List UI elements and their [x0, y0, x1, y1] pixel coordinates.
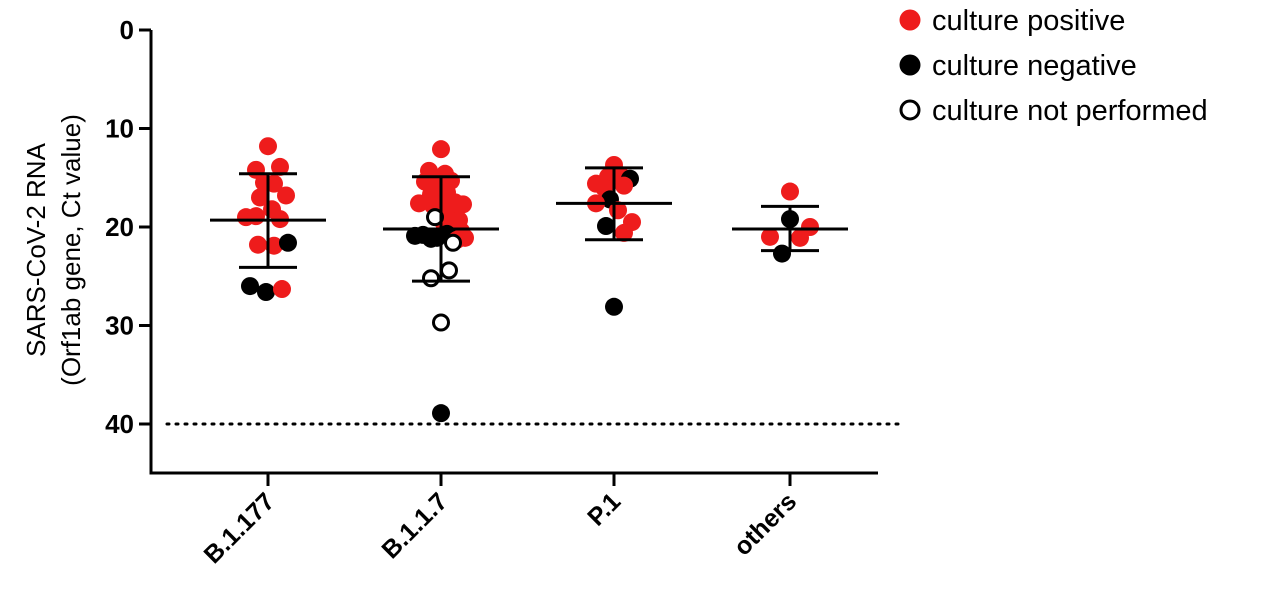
data-point-B.1.1.7-28	[422, 269, 440, 288]
data-point-B.1.177-14	[241, 277, 259, 296]
x-tick-label-B.1.177: B.1.177	[199, 487, 281, 569]
data-point-B.1.177-5	[251, 188, 269, 207]
legend-label-culture_positive: culture positive	[932, 5, 1125, 37]
x-tick-label-others: others	[728, 487, 802, 561]
data-point-others-3	[761, 227, 779, 246]
data-point-P.1-12	[615, 223, 633, 242]
legend-marker-culture_positive	[899, 9, 921, 31]
y-tick-label-40: 40	[105, 409, 134, 439]
y-tick-label-30: 30	[105, 311, 134, 341]
data-point-B.1.177-16	[273, 280, 291, 299]
x-tick-label-B.1.1.7: B.1.1.7	[376, 487, 453, 564]
y-tick-label-0: 0	[120, 15, 134, 45]
data-point-B.1.1.7-8	[410, 194, 428, 213]
data-point-B.1.177-0	[259, 137, 277, 156]
data-point-B.1.177-2	[271, 157, 289, 176]
data-point-others-4	[791, 228, 809, 247]
data-point-B.1.177-15	[257, 283, 275, 302]
plot-layer	[165, 137, 907, 426]
y-axis-title-line2: (Orf1ab gene, Ct value)	[56, 114, 86, 386]
data-point-B.1.1.7-30	[432, 313, 450, 332]
legend-marker-culture_negative	[899, 54, 921, 76]
axis-layer: 0 10 20 30 40 B.1.177 B.1.1.7 P.1 others	[105, 15, 878, 569]
data-point-P.1-11	[597, 217, 615, 236]
legend-marker-culture_not_performed	[899, 99, 921, 121]
x-tick-label-P.1: P.1	[582, 487, 626, 531]
data-point-B.1.177-9	[247, 207, 265, 226]
data-point-others-5	[773, 244, 791, 263]
data-point-P.1-6	[615, 176, 633, 195]
data-point-others-0	[781, 182, 799, 201]
y-axis-title-line1: SARS-CoV-2 RNA	[21, 142, 51, 356]
y-tick-label-20: 20	[105, 212, 134, 242]
y-tick-label-10: 10	[105, 114, 134, 144]
data-point-P.1-13	[605, 297, 623, 316]
legend: culture positive culture negative culture …	[899, 5, 1208, 127]
data-point-B.1.1.7-0	[432, 140, 450, 159]
data-point-B.1.1.7-29	[440, 261, 458, 280]
data-point-B.1.1.7-31	[432, 404, 450, 423]
data-point-B.1.1.7-12	[454, 195, 472, 214]
data-point-B.1.177-6	[277, 186, 295, 205]
data-point-B.1.177-13	[279, 233, 297, 252]
legend-label-culture_not_performed: culture not performed	[932, 95, 1208, 127]
data-point-B.1.1.7-27	[444, 233, 462, 252]
legend-label-culture_negative: culture negative	[932, 50, 1137, 82]
data-point-B.1.177-11	[249, 235, 267, 254]
